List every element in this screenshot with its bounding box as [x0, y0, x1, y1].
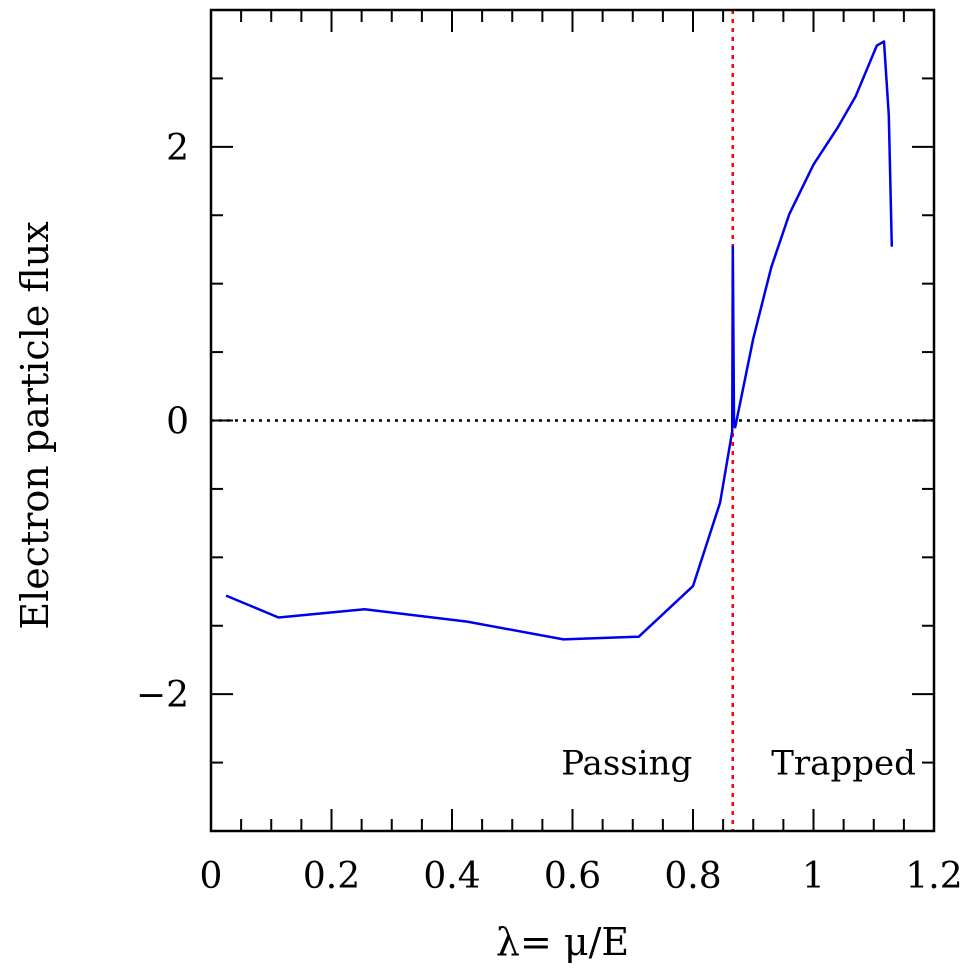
x-tick-label: 0.4	[423, 856, 480, 897]
x-tick-label: 1.2	[905, 856, 962, 897]
series-group	[225, 40, 894, 641]
y-tick-label: 2	[166, 128, 189, 169]
region-label-passing: Passing	[561, 744, 692, 784]
y-tick-label: −2	[136, 675, 189, 716]
x-tick-label: 0.2	[303, 856, 360, 897]
x-axis-label: λ= μ/E	[496, 920, 629, 964]
annotations: Passing Trapped	[561, 744, 916, 784]
tick-marks	[210, 9, 935, 832]
reference-lines	[211, 10, 934, 831]
x-tick-label: 0.8	[664, 856, 721, 897]
y-axis-label: Electron particle flux	[13, 221, 57, 629]
y-tick-label: 0	[166, 402, 189, 443]
x-tick-label: 0	[200, 856, 223, 897]
region-label-trapped: Trapped	[771, 744, 916, 784]
x-tick-label: 0.6	[544, 856, 601, 897]
series-line-0	[225, 40, 894, 641]
x-tick-label: 1	[802, 856, 825, 897]
tick-labels: 0 0.2 0.4 0.6 0.8 1 1.2 −2 0 2	[136, 128, 963, 897]
